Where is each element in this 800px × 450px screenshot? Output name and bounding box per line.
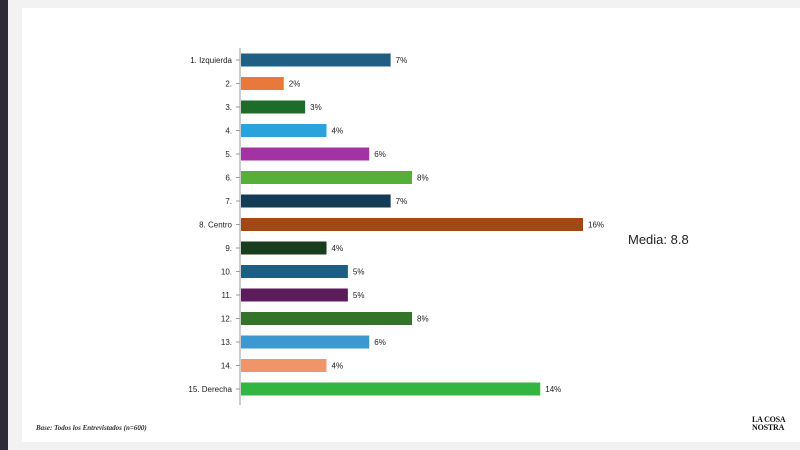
bar [241, 218, 583, 231]
brand-logo: LA COSA NOSTRA [752, 415, 786, 432]
bar [241, 124, 327, 137]
category-label: 7. [225, 197, 232, 206]
value-label: 6% [374, 338, 386, 347]
value-label: 4% [332, 362, 344, 371]
value-label: 5% [353, 268, 365, 277]
value-label: 16% [588, 221, 604, 230]
value-label: 8% [417, 174, 429, 183]
category-label: 12. [221, 315, 232, 324]
category-label: 13. [221, 338, 232, 347]
left-edge-strip [0, 0, 8, 450]
category-label: 5. [225, 150, 232, 159]
bar [241, 77, 284, 90]
value-label: 4% [332, 244, 344, 253]
value-label: 8% [417, 315, 429, 324]
bar [241, 382, 541, 396]
bar [241, 100, 306, 114]
category-label: 14. [221, 362, 232, 371]
bar [241, 335, 370, 349]
bar [241, 171, 412, 184]
category-label: 8. Centro [199, 221, 232, 230]
value-label: 4% [332, 127, 344, 136]
category-label: 11. [221, 291, 232, 300]
bar [241, 194, 391, 208]
value-label: 7% [396, 197, 408, 206]
category-label: 10. [221, 268, 232, 277]
bar [241, 312, 412, 325]
value-label: 3% [310, 103, 322, 112]
bar [241, 359, 327, 372]
bar [241, 288, 348, 302]
value-label: 7% [396, 56, 408, 65]
category-label: 4. [225, 127, 232, 136]
base-note: Base: Todos los Entrevistados (n=600) [36, 424, 147, 432]
mean-annotation: Media: 8.8 [628, 232, 689, 247]
bar [241, 265, 348, 278]
category-label: 3. [225, 103, 232, 112]
value-label: 2% [289, 80, 301, 89]
category-label: 15. Derecha [188, 385, 232, 394]
category-label: 2. [225, 80, 232, 89]
category-label: 9. [225, 244, 232, 253]
category-label: 1. Izquierda [190, 56, 232, 65]
value-label: 14% [545, 385, 561, 394]
category-label: 6. [225, 174, 232, 183]
bar [241, 53, 391, 67]
value-label: 6% [374, 150, 386, 159]
value-label: 5% [353, 291, 365, 300]
bar [241, 241, 327, 255]
bar [241, 147, 370, 161]
